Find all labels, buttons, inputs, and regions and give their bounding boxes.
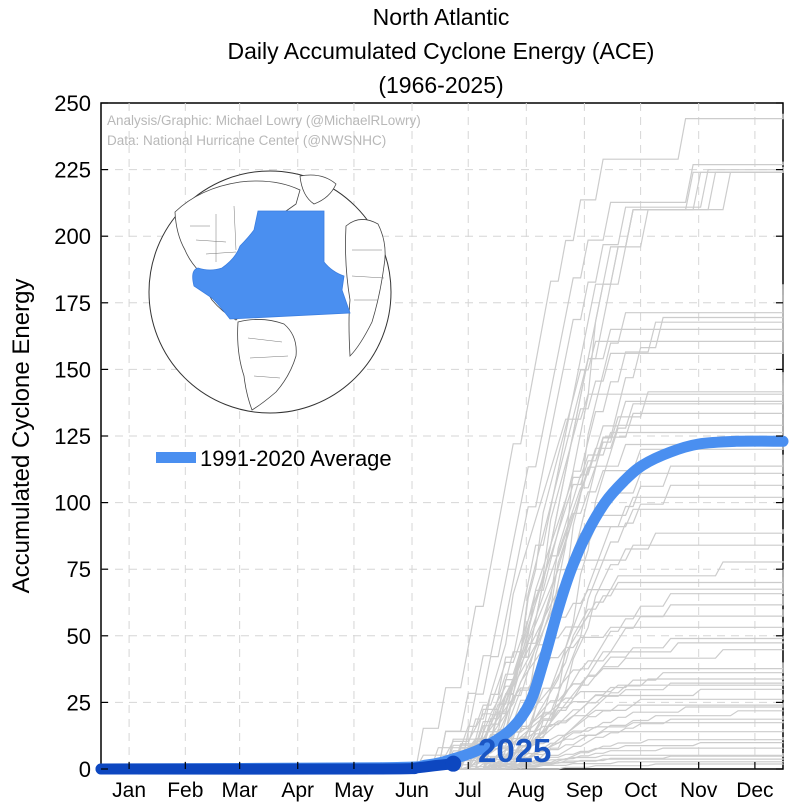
legend-swatch-average	[156, 452, 196, 463]
credit-analysis: Analysis/Graphic: Michael Lowry (@Michae…	[107, 113, 421, 128]
y-tick-label: 225	[54, 158, 91, 183]
month-label: Dec	[736, 779, 773, 802]
title-line-1: North Atlantic	[373, 4, 510, 30]
title-line-2: Daily Accumulated Cyclone Energy (ACE)	[228, 38, 655, 64]
current-2025-line	[95, 758, 459, 775]
month-label: Jun	[395, 779, 429, 802]
y-tick-label: 25	[67, 690, 91, 715]
x-axis-month-labels: Jan Feb Mar Apr May Jun Jul Aug Sep Oct Nov Dec	[112, 762, 774, 802]
y-tick-label: 50	[67, 624, 91, 649]
month-label: Feb	[167, 779, 203, 802]
y-tick-label: 150	[54, 357, 91, 382]
y-axis-ticks: 0 25 50 75 100 125 150 175 200 225 250	[54, 91, 783, 782]
globe-north-atlantic-basin-map	[148, 170, 392, 414]
current-2025-endpoint	[445, 755, 462, 772]
y-tick-label: 100	[54, 491, 91, 516]
y-tick-label: 175	[54, 291, 91, 316]
title-line-3: (1966-2025)	[378, 72, 503, 98]
month-label: Jan	[112, 779, 146, 802]
month-label: May	[334, 779, 374, 802]
current-series	[95, 755, 462, 775]
y-tick-label: 0	[79, 757, 91, 782]
month-label: Nov	[680, 779, 718, 802]
month-label: Jul	[455, 779, 482, 802]
month-label: Sep	[566, 779, 603, 802]
month-label: Aug	[508, 779, 545, 802]
month-label: Oct	[624, 779, 657, 802]
y-tick-label: 250	[54, 91, 91, 116]
y-axis-title: Accumulated Cyclone Energy	[8, 279, 35, 594]
y-tick-label: 200	[54, 224, 91, 249]
legend: 1991-2020 Average	[156, 446, 392, 471]
month-label: Mar	[222, 779, 258, 802]
label-2025: 2025	[478, 732, 551, 769]
legend-label-average: 1991-2020 Average	[200, 446, 392, 471]
chart-title: North Atlantic Daily Accumulated Cyclone…	[228, 4, 655, 98]
month-label: Apr	[281, 779, 314, 802]
y-tick-label: 125	[54, 424, 91, 449]
y-tick-label: 75	[67, 557, 91, 582]
credit-data: Data: National Hurricane Center (@NWSNHC…	[107, 133, 386, 148]
